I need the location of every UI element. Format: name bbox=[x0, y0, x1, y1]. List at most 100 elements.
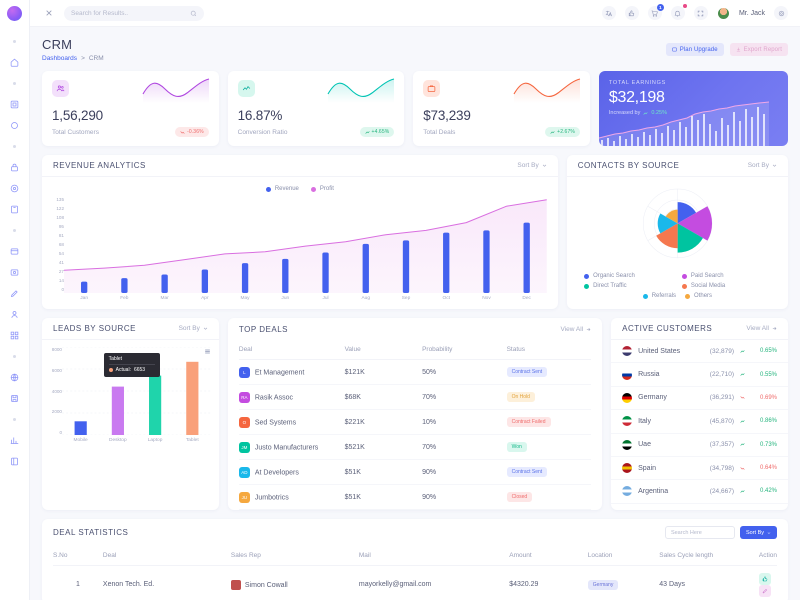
sidebar-item-media[interactable] bbox=[0, 262, 30, 283]
page-header: CRM Dashboards > CRM Plan Upgrade Export bbox=[42, 37, 788, 62]
view-all-link[interactable]: View All bbox=[746, 325, 777, 332]
customer-row[interactable]: Uae (37,357) 0.73% bbox=[611, 434, 788, 457]
table-row[interactable]: O Sed Systems $221K 10% Contract Failed bbox=[238, 409, 592, 435]
sidebar-item-forms[interactable] bbox=[0, 241, 30, 262]
sidebar-item-apps[interactable] bbox=[0, 94, 30, 115]
table-row[interactable]: 1 Xenon Tech. Ed. Simon Cowall mayorkelly@g… bbox=[53, 565, 777, 600]
sidebar-item-edit[interactable] bbox=[0, 283, 30, 304]
tooltip-value: 6653 bbox=[133, 367, 146, 373]
legend-item-paid-search[interactable]: Paid Search bbox=[681, 273, 771, 279]
sidebar-item-components[interactable] bbox=[0, 115, 30, 136]
plan-upgrade-button[interactable]: Plan Upgrade bbox=[665, 43, 724, 56]
legend-item-referrals[interactable]: Referrals bbox=[642, 293, 676, 299]
breadcrumb-root[interactable]: Dashboards bbox=[42, 55, 78, 62]
customer-row[interactable]: Spain (34,798) 0.64% bbox=[611, 457, 788, 481]
sidebar-item-lock[interactable] bbox=[0, 157, 30, 178]
legend-item-direct-traffic[interactable]: Direct Traffic bbox=[584, 283, 673, 289]
table-row[interactable]: JU Jumbotrics $51K 90% Closed bbox=[238, 484, 592, 510]
header-buttons: Plan Upgrade Export Report bbox=[665, 37, 788, 56]
stat-delta-value: +4.65% bbox=[371, 129, 390, 135]
search-input[interactable] bbox=[71, 9, 186, 17]
plan-upgrade-label: Plan Upgrade bbox=[679, 46, 718, 53]
table-row[interactable]: AD At Developers $51K 90% Contract Sent bbox=[238, 459, 592, 485]
leads-x-axis: Mobile Desktop Laptop Tablet bbox=[62, 438, 211, 443]
gear-icon[interactable] bbox=[774, 6, 788, 20]
x-tick: Mobile bbox=[73, 438, 88, 443]
menu-icon[interactable] bbox=[204, 346, 211, 358]
deal-avatar: RA bbox=[238, 391, 250, 403]
x-tick: Feb bbox=[120, 296, 129, 301]
edit-icon[interactable] bbox=[758, 584, 771, 597]
export-report-button[interactable]: Export Report bbox=[729, 43, 788, 56]
deal-search-input[interactable]: Search Here bbox=[664, 526, 735, 539]
leads-by-source-panel: LEADS BY SOURCE Sort By 8000 bbox=[42, 318, 219, 510]
bell-icon[interactable] bbox=[670, 4, 687, 20]
trend-down-icon bbox=[740, 396, 745, 400]
search-bar[interactable] bbox=[64, 5, 204, 21]
customer-count: (22,710) bbox=[709, 371, 734, 379]
x-tick: Mar bbox=[160, 296, 169, 301]
customer-row[interactable]: Argentina (24,667) 0.42% bbox=[611, 480, 788, 504]
sidebar-item-user[interactable] bbox=[0, 304, 30, 325]
flag-icon bbox=[622, 486, 633, 497]
table-row[interactable]: RA Rasik Assoc $68K 70% On Hold bbox=[238, 384, 592, 410]
deal-statistics-table: S.No Deal Sales Rep Mail Amount Location Sales… bbox=[53, 546, 777, 600]
chart-tooltip: Tablet Actual: 6653 bbox=[103, 353, 160, 377]
customer-pct: 0.73% bbox=[759, 441, 777, 448]
legend-item-organic-search[interactable]: Organic Search bbox=[584, 273, 673, 279]
breadcrumb: Dashboards > CRM bbox=[42, 55, 104, 62]
sidebar-item-book[interactable] bbox=[0, 451, 30, 472]
earnings-sub-prefix: Increased by bbox=[608, 110, 641, 116]
sidebar-item-globe[interactable] bbox=[0, 367, 30, 388]
legend-item-revenue[interactable]: Revenue bbox=[265, 186, 299, 192]
sort-by-dropdown[interactable]: Sort By bbox=[179, 325, 208, 332]
sidebar-item-charts[interactable] bbox=[0, 430, 30, 451]
app-logo-icon[interactable] bbox=[7, 6, 22, 21]
avatar[interactable] bbox=[716, 6, 730, 20]
sidebar-item-tables[interactable] bbox=[0, 199, 30, 220]
customer-row[interactable]: Germany (36,291) 0.69% bbox=[611, 387, 788, 411]
deal-avatar: AD bbox=[238, 466, 250, 478]
middle-row: LEADS BY SOURCE Sort By 8000 bbox=[42, 318, 788, 510]
customer-row[interactable]: United States (32,879) 0.65% bbox=[611, 340, 788, 364]
fullscreen-icon[interactable] bbox=[693, 6, 708, 20]
sort-by-label: Sort By bbox=[747, 162, 769, 169]
sidebar-item-dashboard[interactable] bbox=[0, 52, 30, 73]
table-row[interactable]: L Et Management $121K 50% Contract Sent bbox=[238, 359, 592, 385]
trend-up-icon bbox=[740, 349, 745, 353]
cart-icon[interactable]: 1 bbox=[647, 4, 664, 20]
sales-rep-cell: Simon Cowall bbox=[230, 565, 359, 600]
sort-by-dropdown[interactable]: Sort By bbox=[748, 162, 777, 169]
customer-row[interactable]: Russia (22,710) 0.55% bbox=[611, 363, 788, 387]
legend-item-others[interactable]: Others bbox=[685, 293, 712, 299]
leads-chart-svg bbox=[62, 347, 211, 435]
legend-item-social-media[interactable]: Social Media bbox=[681, 283, 771, 289]
table-row[interactable]: JM Justo Manufacturers $521K 70% Won bbox=[238, 434, 592, 460]
sparkline-conversion bbox=[327, 78, 395, 103]
sort-by-dropdown[interactable]: Sort By bbox=[517, 162, 546, 169]
deal-sort-button[interactable]: Sort By bbox=[739, 526, 777, 539]
status-badge: Won bbox=[506, 442, 527, 452]
rail-divider-dot bbox=[0, 73, 30, 94]
deal-value-cell: $68K bbox=[344, 384, 423, 410]
approve-icon[interactable] bbox=[758, 572, 771, 585]
language-icon[interactable] bbox=[601, 6, 616, 20]
export-report-label: Export Report bbox=[743, 46, 782, 53]
customer-country: Spain bbox=[638, 464, 657, 472]
bell-badge bbox=[682, 4, 687, 8]
close-icon[interactable] bbox=[42, 6, 56, 20]
column-header: Status bbox=[506, 340, 592, 360]
rail-divider-dot bbox=[0, 346, 30, 367]
sidebar-item-save[interactable] bbox=[0, 388, 30, 409]
customer-country: Italy bbox=[638, 417, 651, 425]
thumbs-up-icon[interactable] bbox=[624, 6, 639, 20]
sidebar-item-grid[interactable] bbox=[0, 325, 30, 346]
view-all-link[interactable]: View All bbox=[560, 326, 591, 333]
panel-title: ACTIVE CUSTOMERS bbox=[622, 324, 713, 333]
stat-label: Conversion Ratio bbox=[237, 128, 288, 136]
sidebar-item-help[interactable] bbox=[0, 178, 30, 199]
deal-name-cell: L Et Management bbox=[238, 359, 345, 385]
legend-item-profit[interactable]: Profit bbox=[310, 186, 334, 192]
customer-count: (37,357) bbox=[709, 441, 734, 449]
customer-row[interactable]: Italy (45,870) 0.86% bbox=[611, 410, 788, 434]
